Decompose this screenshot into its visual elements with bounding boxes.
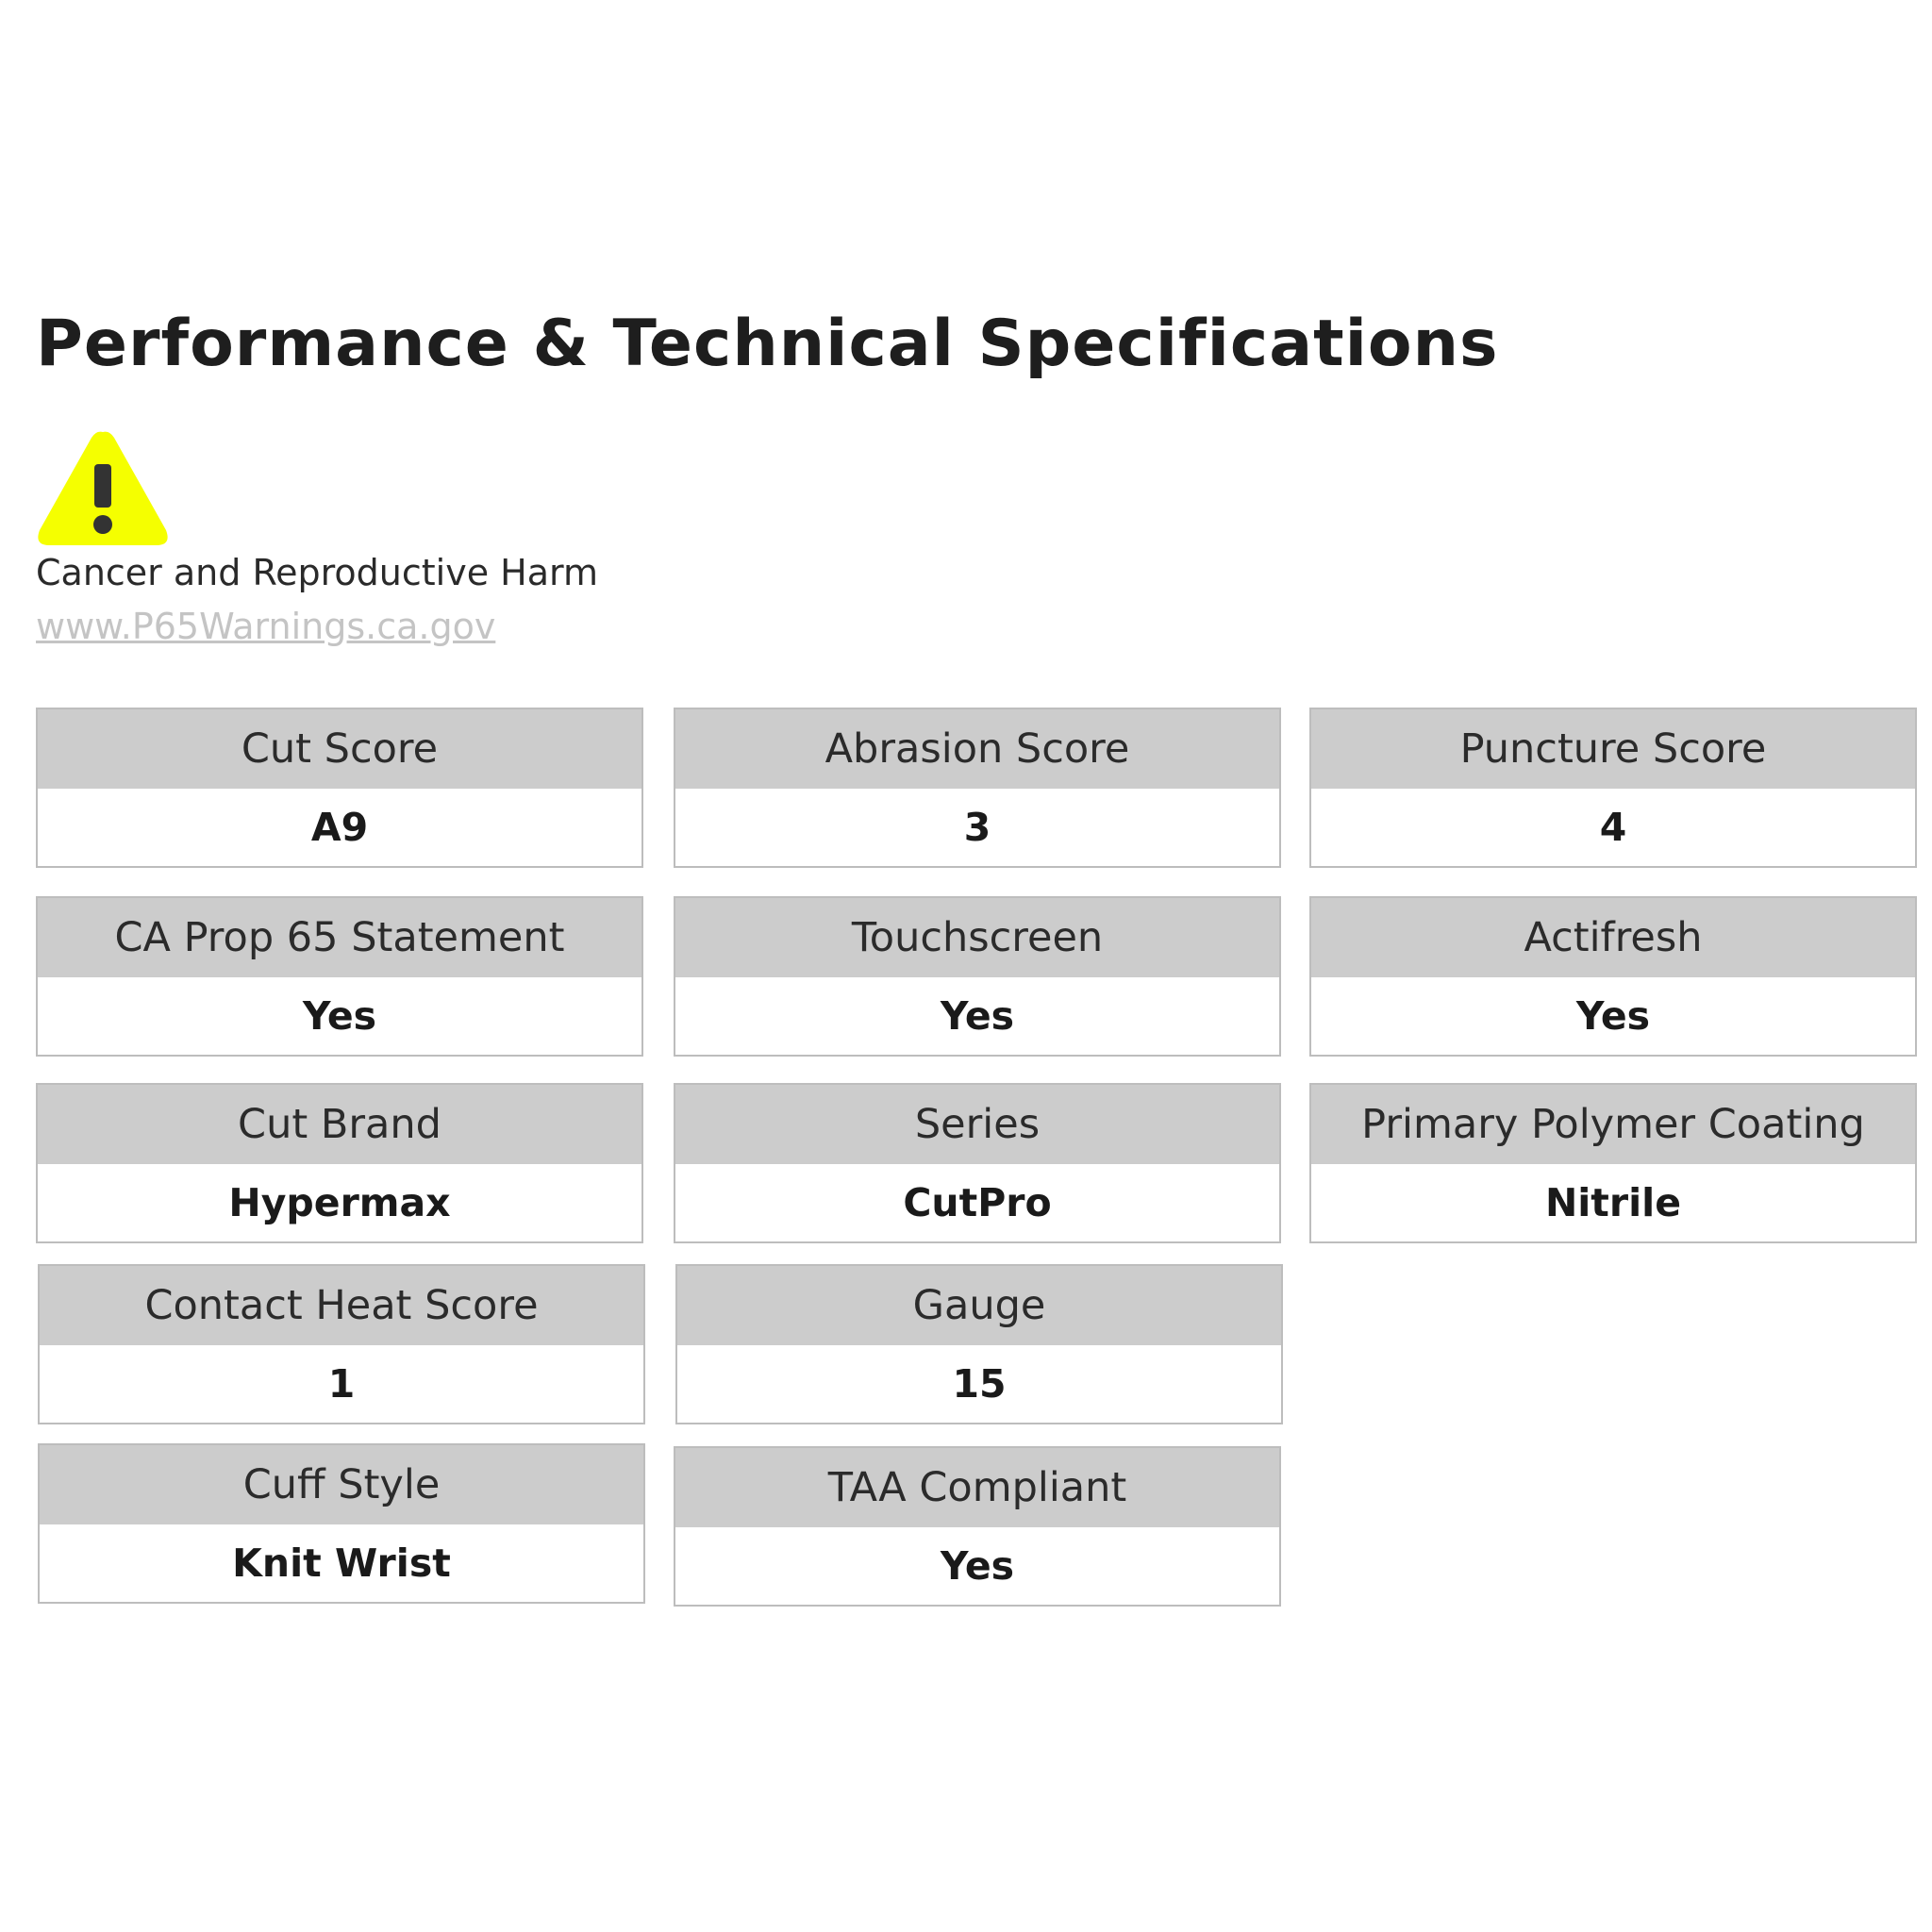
spec-label: Puncture Score xyxy=(1311,709,1915,789)
spec-cut-score: Cut Score A9 xyxy=(36,708,643,868)
spec-primary-polymer-coating: Primary Polymer Coating Nitrile xyxy=(1309,1083,1917,1243)
spec-value: Yes xyxy=(940,993,1015,1039)
spec-value: Nitrile xyxy=(1544,1180,1682,1225)
spec-value: A9 xyxy=(310,805,369,850)
spec-label: Primary Polymer Coating xyxy=(1311,1085,1915,1164)
spec-value: Knit Wrist xyxy=(232,1541,451,1586)
spec-value: Yes xyxy=(940,1543,1015,1589)
spec-cut-brand: Cut Brand Hypermax xyxy=(36,1083,643,1243)
spec-label: Cuff Style xyxy=(40,1445,643,1524)
spec-series: Series CutPro xyxy=(674,1083,1281,1243)
warning-text: Cancer and Reproductive Harm xyxy=(36,552,599,593)
spec-label: Actifresh xyxy=(1311,898,1915,977)
p65-warnings-link[interactable]: www.P65Warnings.ca.gov xyxy=(36,606,496,647)
spec-taa-compliant: TAA Compliant Yes xyxy=(674,1446,1281,1607)
spec-touchscreen: Touchscreen Yes xyxy=(674,896,1281,1057)
spec-ca-prop-65-statement: CA Prop 65 Statement Yes xyxy=(36,896,643,1057)
spec-value: Hypermax xyxy=(228,1180,451,1225)
spec-value: CutPro xyxy=(903,1180,1052,1225)
spec-label: TAA Compliant xyxy=(675,1448,1279,1527)
spec-puncture-score: Puncture Score 4 xyxy=(1309,708,1917,868)
spec-value: Yes xyxy=(1575,993,1651,1039)
spec-label: Touchscreen xyxy=(675,898,1279,977)
spec-actifresh: Actifresh Yes xyxy=(1309,896,1917,1057)
warning-triangle-icon xyxy=(38,431,168,545)
spec-value: 4 xyxy=(1599,805,1627,850)
spec-gauge: Gauge 15 xyxy=(675,1264,1283,1424)
spec-value: Yes xyxy=(302,993,377,1039)
spec-label: Abrasion Score xyxy=(675,709,1279,789)
spec-label: CA Prop 65 Statement xyxy=(38,898,641,977)
spec-value: 3 xyxy=(963,805,991,850)
spec-label: Gauge xyxy=(677,1266,1281,1345)
spec-label: Cut Brand xyxy=(38,1085,641,1164)
spec-value: 1 xyxy=(327,1361,356,1407)
spec-contact-heat-score: Contact Heat Score 1 xyxy=(38,1264,645,1424)
spec-label: Contact Heat Score xyxy=(40,1266,643,1345)
spec-label: Series xyxy=(675,1085,1279,1164)
spec-value: 15 xyxy=(952,1361,1007,1407)
page-title: Performance & Technical Specifications xyxy=(36,307,1499,381)
spec-abrasion-score: Abrasion Score 3 xyxy=(674,708,1281,868)
spec-cuff-style: Cuff Style Knit Wrist xyxy=(38,1443,645,1604)
spec-label: Cut Score xyxy=(38,709,641,789)
